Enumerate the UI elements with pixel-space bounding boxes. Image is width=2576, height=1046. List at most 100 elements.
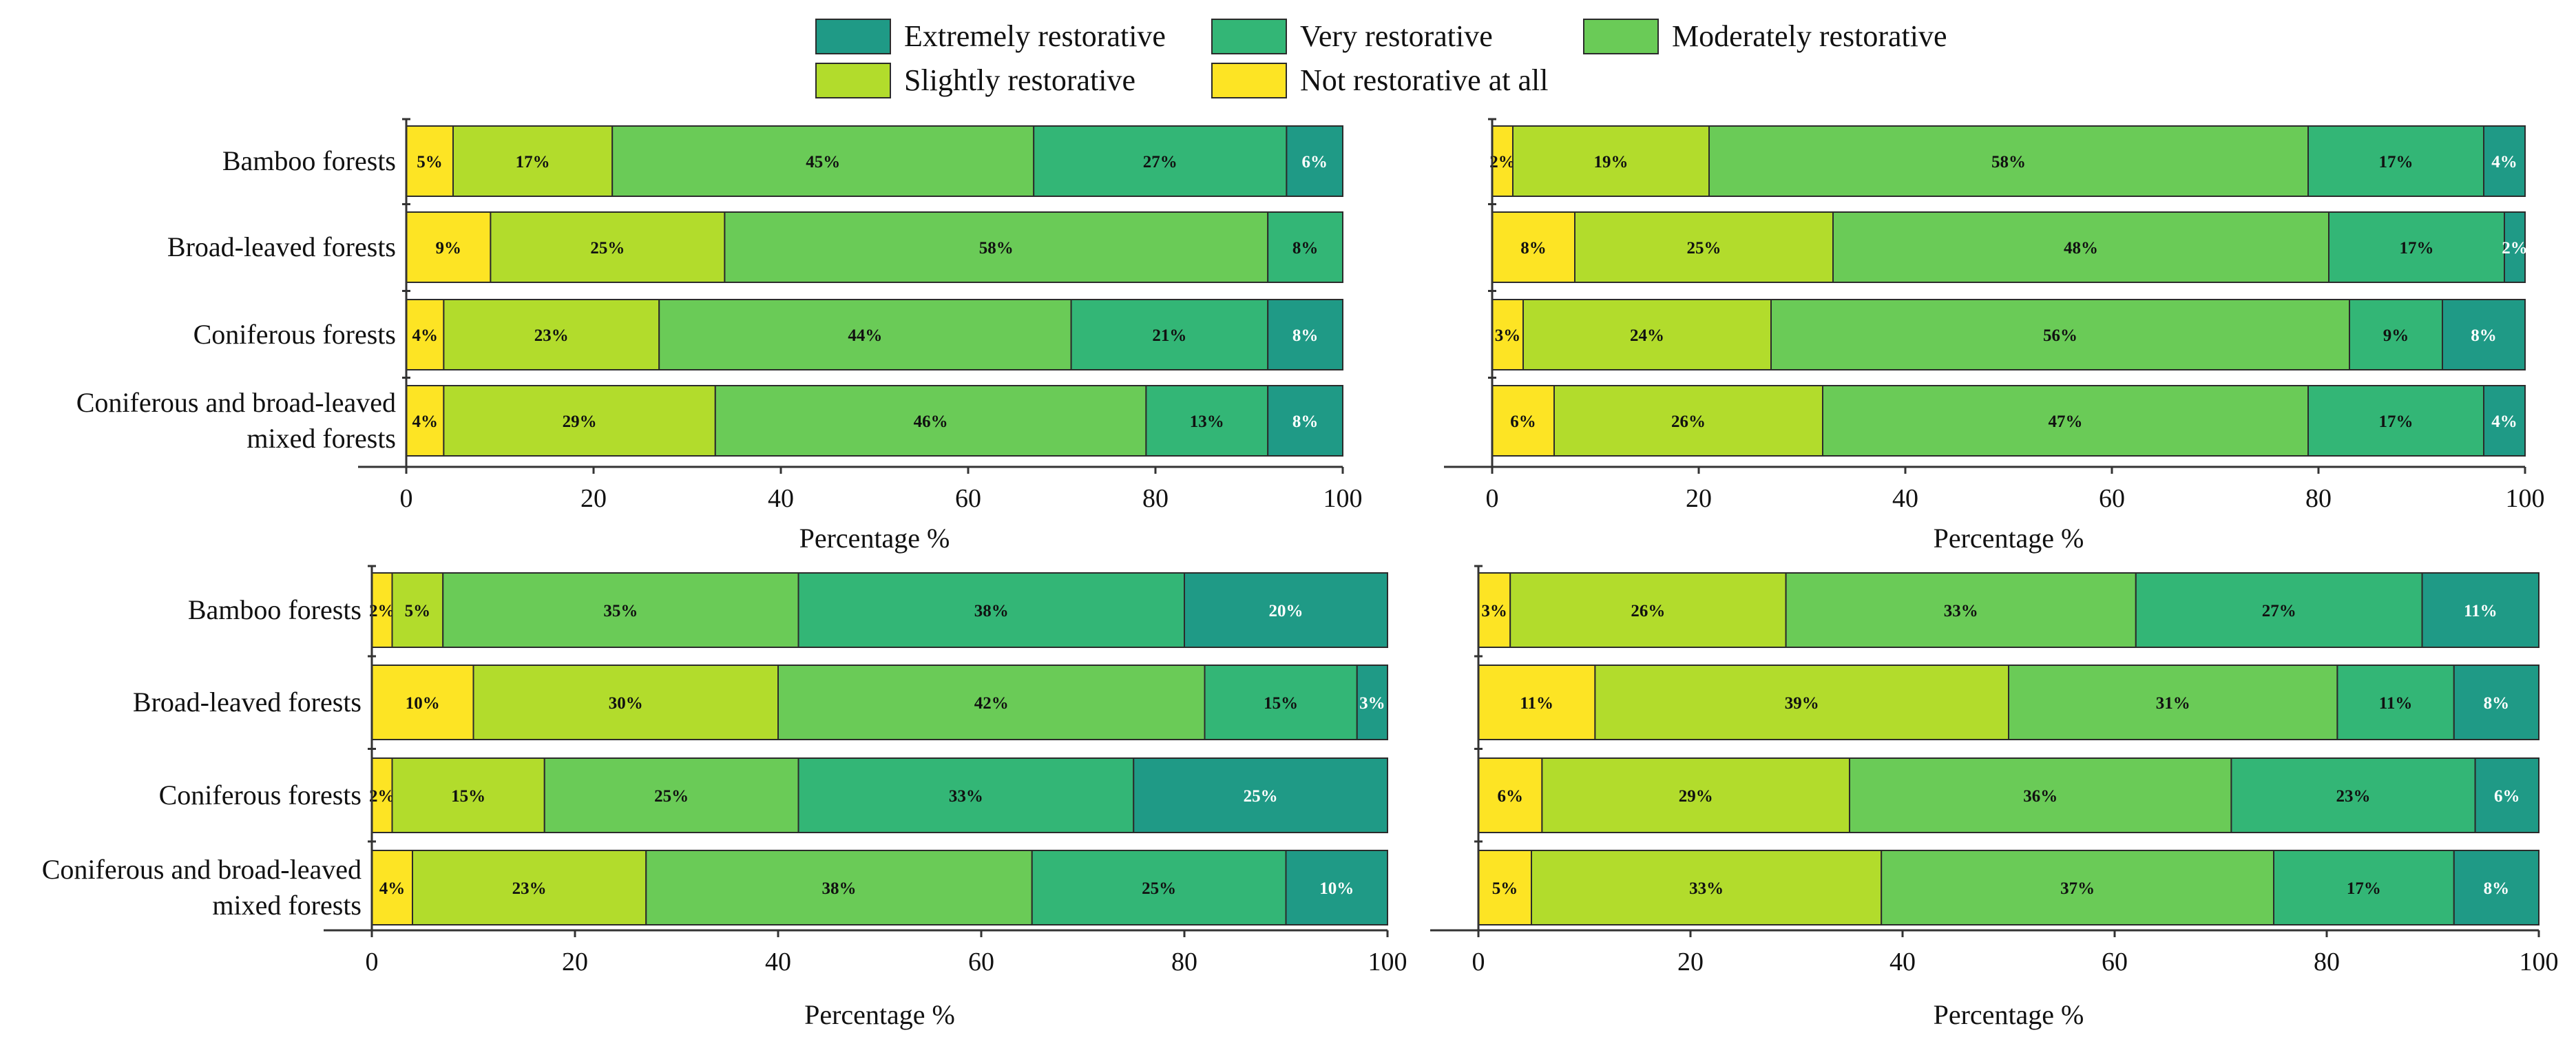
bar-segment: [2504, 211, 2526, 283]
x-tick-label: 20: [1677, 948, 1704, 976]
bar-segment: [797, 572, 1185, 648]
segment-label: 33%: [1689, 879, 1724, 898]
x-tick-label: 0: [366, 948, 379, 976]
bar-segment: [1145, 385, 1269, 457]
bar-segment: [371, 850, 413, 925]
legend-label: Extremely restorative: [904, 19, 1166, 53]
x-axis-title: Percentage %: [1934, 999, 2084, 1030]
segment-label: 27%: [1143, 153, 1177, 171]
bar-row: 4% 23% 38% 25% 10%: [371, 850, 1388, 925]
bar-segment: [2421, 572, 2540, 648]
segment-label: 3%: [1481, 602, 1507, 620]
segment-label: 2%: [369, 787, 395, 806]
legend-swatch: [1211, 63, 1287, 98]
category-label: Bamboo forests: [188, 594, 362, 625]
segment-label: 11%: [1520, 694, 1553, 713]
segment-label: 6%: [1301, 153, 1328, 171]
category-label: Coniferous and broad-leaved mixed forests: [42, 854, 362, 921]
segment-label: 4%: [412, 412, 438, 431]
chart-panel-3: 2% 5% 35% 38% 20% Bamboo forests 10% 30% 42% 15% 3…: [42, 565, 1407, 1030]
bar-segment: [1356, 665, 1388, 740]
x-tick-label: 100: [2506, 484, 2545, 513]
bar-segment: [1267, 299, 1343, 370]
segment-label: 24%: [1630, 326, 1664, 345]
bar-row: 2% 19% 58% 17% 4%: [1489, 125, 2526, 197]
legend-item: Very restorative: [1211, 19, 1493, 54]
bar-segment: [1478, 757, 1543, 833]
x-axis-title: Percentage %: [799, 523, 950, 554]
segment-label: 46%: [914, 412, 948, 431]
bar-segment: [1478, 850, 1532, 925]
segment-label: 20%: [1269, 602, 1303, 620]
segment-label: 38%: [822, 879, 857, 898]
bar-row: 5% 17% 45% 27% 6%: [406, 125, 1344, 197]
segment-label: 2%: [1489, 153, 1516, 171]
segment-label: 5%: [417, 153, 443, 171]
legend-label: Not restorative at all: [1300, 63, 1548, 97]
bar-segment: [2328, 211, 2505, 283]
segment-label: 10%: [1319, 879, 1354, 898]
bar-segment: [2483, 125, 2526, 197]
bar-segment: [443, 385, 716, 457]
segment-label: 58%: [1991, 153, 2026, 171]
bar-segment: [1594, 665, 2009, 740]
chart-panel-4: 3% 26% 33% 27% 11%11% 39% 31% 11% 8%6% 29% 36% 23% 6…: [1430, 565, 2559, 1030]
x-tick-label: 0: [1486, 484, 1499, 513]
category-label-line: Coniferous forests: [193, 319, 396, 350]
segment-label: 15%: [451, 787, 485, 806]
bar-segment: [2230, 757, 2476, 833]
bar-row: 2% 15% 25% 33% 25%: [369, 757, 1388, 833]
segment-label: 8%: [1292, 239, 1319, 258]
bar-segment: [2008, 665, 2338, 740]
segment-label: 39%: [1785, 694, 1819, 713]
bar-segment: [1267, 385, 1343, 457]
segment-label: 4%: [412, 326, 438, 345]
bar-segment: [1849, 757, 2232, 833]
bar-row: 6% 29% 36% 23% 6%: [1478, 757, 2540, 833]
bar-segment: [2453, 850, 2540, 925]
x-tick-label: 20: [580, 484, 607, 513]
segment-label: 11%: [2464, 602, 2498, 620]
bar-segment: [2307, 385, 2484, 457]
bar-segment: [797, 757, 1135, 833]
chart-panel-1: 5% 17% 45% 27% 6% Bamboo forests 9% 25% 58% 8% Bro…: [76, 118, 1363, 554]
bar-row: 10% 30% 42% 15% 3%: [371, 665, 1388, 740]
bar-segment: [1770, 299, 2350, 370]
segment-label: 11%: [2379, 694, 2413, 713]
bar-segment: [1491, 211, 1575, 283]
segment-label: 33%: [1944, 602, 1978, 620]
segment-label: 23%: [534, 326, 569, 345]
category-label: Coniferous and broad-leaved mixed forests: [76, 387, 396, 454]
bar-segment: [1822, 385, 2309, 457]
bar-segment: [714, 385, 1147, 457]
segment-label: 8%: [2484, 694, 2510, 713]
bar-segment: [391, 572, 444, 648]
bar-segment: [1785, 572, 2137, 648]
segment-label: 42%: [974, 694, 1009, 713]
segment-label: 36%: [2023, 787, 2057, 806]
bar-segment: [442, 572, 799, 648]
legend-item: Slightly restorative: [815, 63, 1135, 98]
x-tick-label: 80: [1171, 948, 1197, 976]
legend-swatch: [815, 19, 891, 54]
bar-row: 8% 25% 48% 17% 2%: [1491, 211, 2528, 283]
segment-label: 44%: [848, 326, 882, 345]
bar-segment: [724, 211, 1269, 283]
x-tick-label: 40: [765, 948, 791, 976]
segment-label: 56%: [2043, 326, 2077, 345]
segment-label: 35%: [603, 602, 638, 620]
category-label-line: Coniferous and broad-leaved: [42, 854, 362, 885]
bar-row: 6% 26% 47% 17% 4%: [1491, 385, 2526, 457]
x-axis-title: Percentage %: [804, 999, 955, 1030]
segment-label: 37%: [2060, 879, 2095, 898]
bar-segment: [371, 665, 474, 740]
segment-label: 3%: [1359, 694, 1385, 713]
bar-row: 4% 29% 46% 13% 8%: [406, 385, 1343, 457]
segment-label: 30%: [609, 694, 643, 713]
category-label-line: Bamboo forests: [222, 145, 396, 176]
segment-label: 6%: [1497, 787, 1523, 806]
segment-label: 9%: [435, 239, 461, 258]
bar-segment: [658, 299, 1072, 370]
bar-segment: [2474, 757, 2540, 833]
bar-segment: [1881, 850, 2274, 925]
